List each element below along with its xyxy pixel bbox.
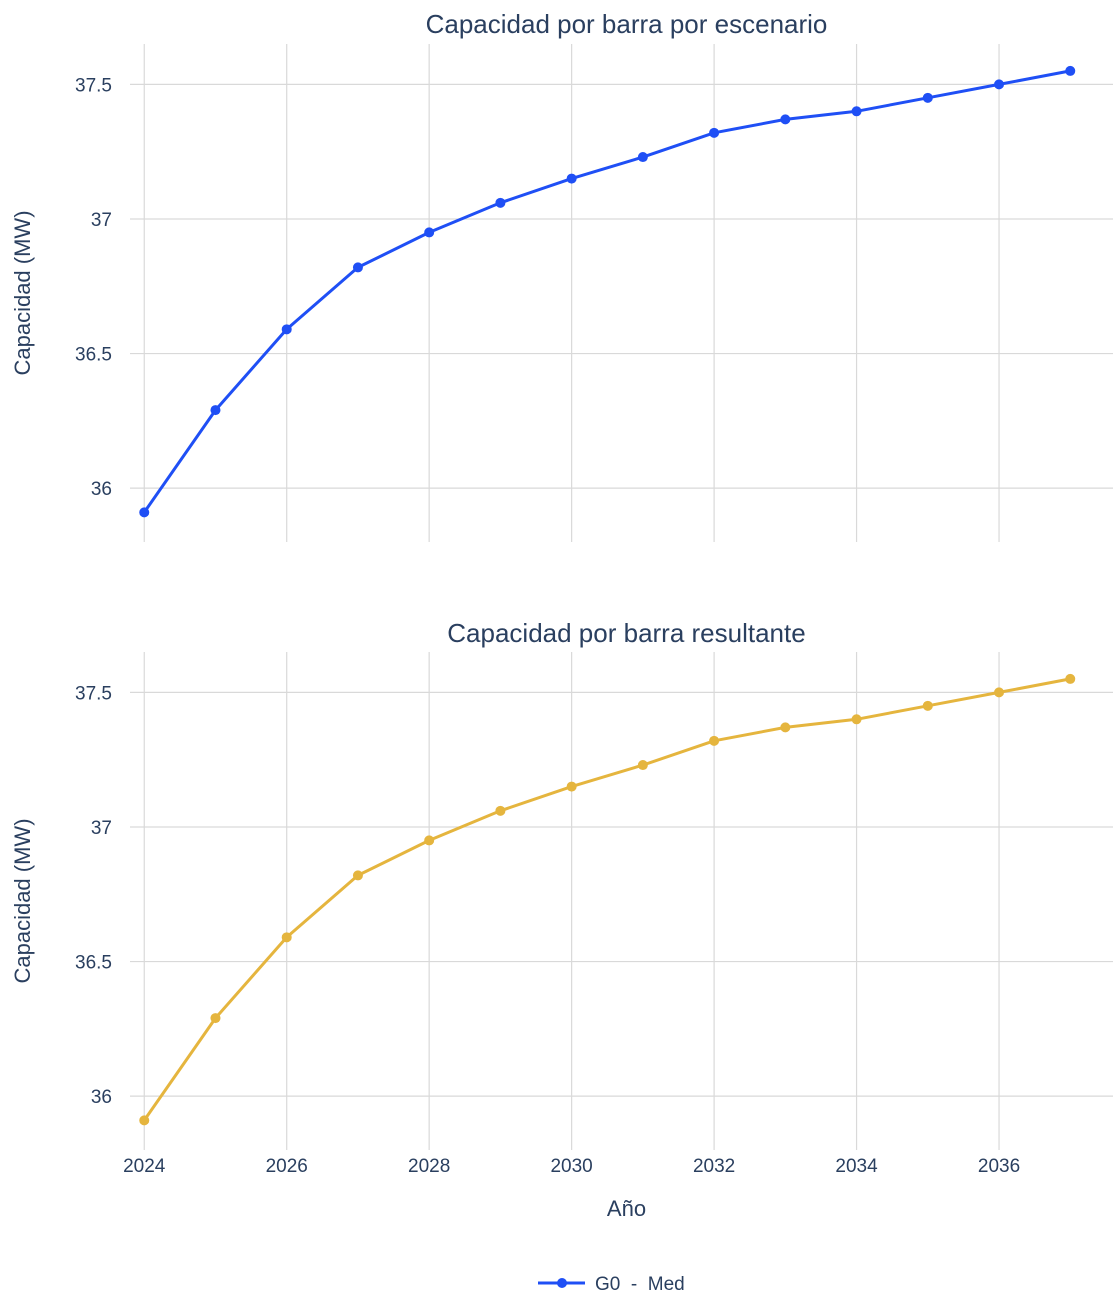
data-point[interactable] [637, 760, 648, 771]
data-point[interactable] [281, 932, 292, 943]
series-line [142, 69, 1072, 514]
series-layer [139, 673, 1076, 1126]
data-point[interactable] [780, 722, 791, 733]
data-point[interactable] [709, 735, 720, 746]
y-axis-title: Capacidad (MW) [10, 210, 35, 375]
data-point[interactable] [780, 114, 791, 125]
y-tick-label: 37.5 [75, 683, 112, 704]
data-point[interactable] [1065, 673, 1076, 684]
data-point[interactable] [994, 79, 1005, 90]
data-point[interactable] [139, 1115, 150, 1126]
data-point[interactable] [352, 870, 363, 881]
data-point[interactable] [210, 405, 221, 416]
y-tick-label: 36.5 [75, 345, 112, 366]
data-point[interactable] [851, 714, 862, 725]
chart-title: Capacidad por barra resultante [447, 618, 805, 648]
data-point[interactable] [566, 781, 577, 792]
data-point[interactable] [922, 92, 933, 103]
data-point[interactable] [922, 700, 933, 711]
x-tick-label: 2032 [693, 1156, 735, 1177]
grid-layer [130, 652, 1113, 1150]
y-tick-label: 36 [91, 479, 112, 500]
y-tick-labels: 36 36.5 37 37.5 [75, 75, 112, 500]
data-point[interactable] [424, 227, 435, 238]
x-tick-label: 2028 [408, 1156, 450, 1177]
legend-label: G0 - Med [595, 1274, 685, 1294]
data-point[interactable] [994, 687, 1005, 698]
data-point[interactable] [709, 127, 720, 138]
data-point[interactable] [495, 197, 506, 208]
y-tick-label: 37 [91, 818, 112, 839]
x-tick-label: 2026 [266, 1156, 308, 1177]
x-tick-label: 2036 [978, 1156, 1020, 1177]
chart-title: Capacidad por barra por escenario [426, 9, 828, 39]
data-point[interactable] [352, 262, 363, 273]
data-point[interactable] [424, 835, 435, 846]
x-axis-title: Año [607, 1196, 646, 1221]
chart-panel-top: Capacidad por barra por escenario Capaci… [10, 9, 1113, 542]
data-point[interactable] [281, 324, 292, 335]
data-point[interactable] [566, 173, 577, 184]
grid-layer [130, 44, 1113, 542]
x-tick-label: 2024 [123, 1156, 166, 1177]
y-tick-label: 37 [91, 210, 112, 231]
x-tick-label: 2034 [835, 1156, 878, 1177]
legend[interactable]: G0 - Med [538, 1274, 685, 1294]
series-line [142, 677, 1072, 1122]
data-point[interactable] [495, 805, 506, 816]
data-point[interactable] [637, 152, 648, 163]
y-tick-label: 36.5 [75, 953, 112, 974]
y-axis-title: Capacidad (MW) [10, 818, 35, 983]
data-point[interactable] [851, 106, 862, 117]
y-tick-labels: 36 36.5 37 37.5 [75, 683, 112, 1108]
data-point[interactable] [139, 507, 150, 518]
data-point[interactable] [210, 1013, 221, 1024]
chart-panel-bottom: Capacidad por barra resultante Capacidad… [10, 618, 1113, 1221]
series-layer [139, 65, 1076, 518]
legend-swatch-marker [557, 1278, 567, 1288]
y-tick-label: 36 [91, 1087, 112, 1108]
y-tick-label: 37.5 [75, 75, 112, 96]
x-tick-label: 2030 [550, 1156, 592, 1177]
data-point[interactable] [1065, 65, 1076, 76]
x-tick-labels: 2024 2026 2028 2030 2032 2034 2036 [123, 1156, 1020, 1177]
